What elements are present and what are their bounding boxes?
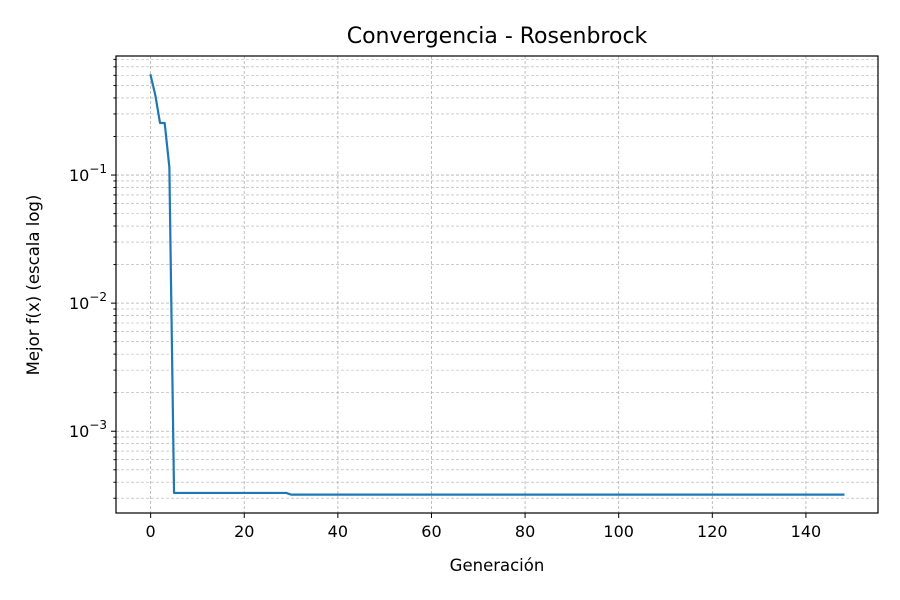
series-layer — [149, 74, 845, 496]
x-tick-label: 20 — [234, 522, 254, 541]
ticks: 10−1 10−2 10−3 0 20 40 60 80 100 120 140 — [69, 58, 822, 541]
y-axis-label: Mejor f(x) (escala log) — [24, 195, 43, 376]
convergence-series-line — [149, 74, 845, 496]
x-axis-label: Generación — [450, 556, 545, 575]
x-tick-label: 0 — [146, 522, 156, 541]
x-tick-label: 80 — [515, 522, 535, 541]
chart-title: Convergencia - Rosenbrock — [347, 24, 648, 49]
x-tick-label: 140 — [791, 522, 822, 541]
x-tick-label: 40 — [328, 522, 348, 541]
x-tick-label: 60 — [421, 522, 441, 541]
y-tick-label: 10−2 — [69, 290, 107, 313]
y-tick-label: 10−3 — [69, 418, 107, 441]
x-tick-label: 120 — [697, 522, 728, 541]
x-tick-label: 100 — [603, 522, 634, 541]
y-tick-label: 10−1 — [69, 162, 107, 185]
plot-frame — [115, 55, 879, 514]
grid — [116, 56, 878, 513]
